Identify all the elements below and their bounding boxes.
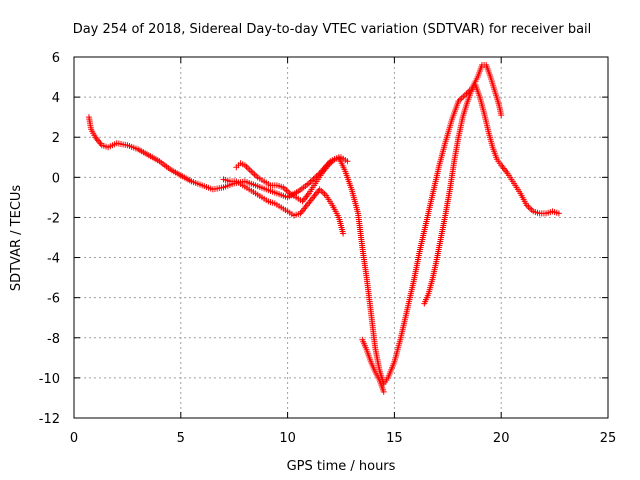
plot-frame	[73, 56, 609, 419]
ticks-layer: 0 5 10 15 20 25 -12 -10 -8 -6 -4 -2 0 2 4 6	[39, 51, 617, 446]
y-tick-label: -4	[47, 252, 60, 267]
y-tick-label: 4	[52, 91, 60, 106]
y-tick-label: -8	[47, 332, 60, 347]
series-arc-1	[85, 62, 505, 387]
data-point	[498, 112, 505, 119]
grid-layer	[74, 57, 608, 418]
x-tick-label: 15	[386, 431, 403, 446]
y-tick-label: -6	[47, 292, 60, 307]
marks-layer	[85, 62, 562, 395]
data-point	[555, 210, 562, 217]
chart-title: Day 254 of 2018, Sidereal Day-to-day VTE…	[73, 22, 592, 37]
y-tick-label: -12	[39, 412, 60, 427]
series-arc-4	[359, 336, 387, 395]
y-tick-label: 2	[52, 131, 60, 146]
series-arc-2	[220, 176, 347, 237]
y-tick-label: -10	[39, 372, 60, 387]
x-tick-label: 10	[279, 431, 296, 446]
y-tick-label: -2	[47, 211, 60, 226]
y-tick-label: 0	[52, 171, 60, 186]
data-point	[344, 158, 351, 165]
x-axis-label: GPS time / hours	[287, 459, 396, 474]
y-tick-label: 6	[52, 51, 60, 66]
x-tick-label: 5	[177, 431, 185, 446]
y-axis-label: SDTVAR / TECUs	[9, 185, 24, 292]
data-point	[380, 388, 387, 395]
x-tick-label: 20	[493, 431, 510, 446]
x-tick-label: 0	[70, 431, 78, 446]
series-arc-5	[421, 82, 562, 307]
x-tick-label: 25	[600, 431, 617, 446]
series-arc-3	[233, 154, 351, 205]
data-point	[340, 230, 347, 237]
